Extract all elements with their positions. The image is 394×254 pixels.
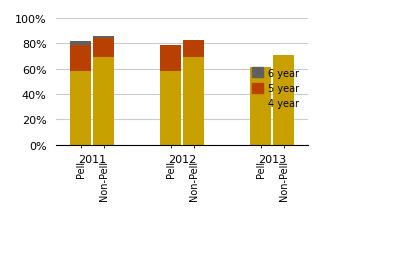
Text: Pell: Pell bbox=[256, 160, 266, 177]
Text: Non-Pell: Non-Pell bbox=[279, 160, 289, 200]
Bar bbox=[160, 45, 181, 72]
Bar bbox=[70, 72, 91, 145]
Text: Non-Pell: Non-Pell bbox=[99, 160, 109, 200]
Legend: 6 year, 5 year, 4 year: 6 year, 5 year, 4 year bbox=[248, 64, 303, 113]
Bar bbox=[93, 39, 114, 58]
Bar bbox=[70, 42, 91, 45]
Bar bbox=[183, 58, 204, 145]
Bar bbox=[70, 45, 91, 72]
Text: Pell: Pell bbox=[76, 160, 85, 177]
Bar bbox=[183, 40, 204, 58]
Bar bbox=[93, 37, 114, 39]
Text: Non-Pell: Non-Pell bbox=[189, 160, 199, 200]
Bar bbox=[93, 58, 114, 145]
Bar bbox=[160, 72, 181, 145]
Bar bbox=[250, 68, 271, 145]
Bar bbox=[273, 56, 294, 145]
Text: Pell: Pell bbox=[165, 160, 176, 177]
